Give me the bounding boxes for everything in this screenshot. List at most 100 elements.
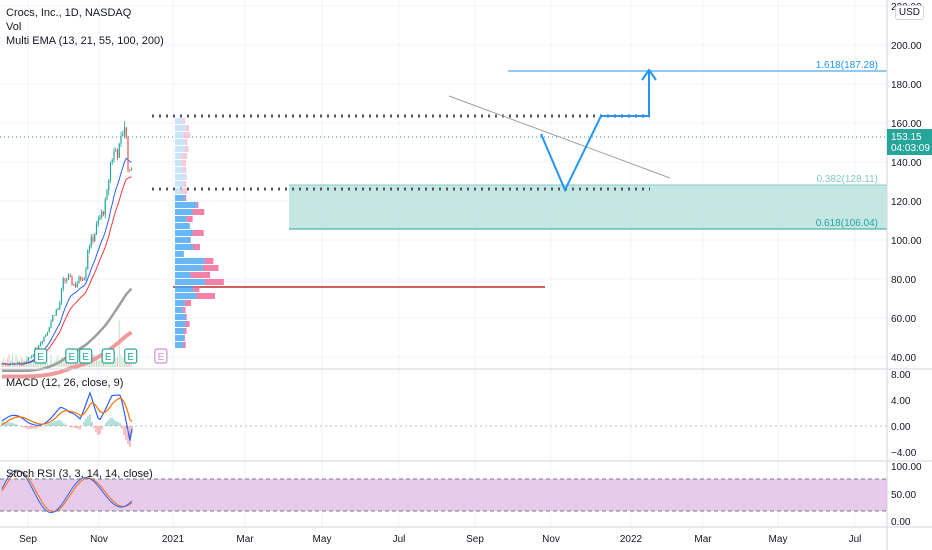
candle-body bbox=[1, 363, 3, 365]
volume-profile-bar bbox=[175, 167, 183, 173]
candle-body bbox=[18, 362, 21, 364]
candle-body bbox=[71, 276, 73, 285]
volume-profile-bar bbox=[175, 307, 183, 313]
ema-13-line bbox=[2, 157, 132, 365]
volume-profile-bar bbox=[185, 146, 189, 152]
symbol-title[interactable]: Crocs, Inc., 1D, NASDAQ bbox=[6, 7, 132, 19]
macd-histogram-bar bbox=[47, 423, 49, 426]
macd-histogram-bar bbox=[21, 426, 23, 427]
candle-body bbox=[8, 364, 10, 366]
volume-profile-bar bbox=[175, 244, 194, 250]
volume-profile-bar bbox=[184, 139, 188, 145]
volume-indicator-label[interactable]: Vol bbox=[6, 21, 22, 33]
volume-profile-bar bbox=[181, 153, 188, 159]
macd-histogram-bar bbox=[45, 424, 47, 426]
macd-histogram-bar bbox=[55, 420, 57, 426]
macd-histogram-bar bbox=[31, 426, 33, 429]
currency-button[interactable]: USD bbox=[894, 5, 924, 20]
candle-body bbox=[31, 355, 33, 358]
macd-histogram-bar bbox=[93, 426, 95, 429]
volume-bar bbox=[12, 354, 13, 367]
grid-lines bbox=[0, 0, 887, 527]
volume-profile-bar bbox=[175, 265, 203, 271]
candle-body bbox=[24, 362, 26, 364]
ema-indicator-label[interactable]: Multi EMA (13, 21, 55, 100, 200) bbox=[6, 35, 164, 47]
fib-0382-label: 0.382(128.11) bbox=[816, 174, 878, 185]
macd-histogram-bar bbox=[71, 426, 73, 428]
candle-body bbox=[85, 268, 87, 279]
candle-body bbox=[80, 277, 82, 280]
time-axis[interactable]: Sep Nov 2021 Mar May Jul Sep Nov 2022 Ma… bbox=[19, 534, 861, 545]
volume-profile-bar bbox=[196, 293, 215, 299]
volume-profile-bar bbox=[175, 118, 183, 124]
volume-bar bbox=[40, 363, 41, 367]
macd-histogram-bar bbox=[57, 420, 59, 426]
candle-body bbox=[118, 143, 120, 158]
volume-profile-bar bbox=[192, 209, 205, 215]
volume-profile-bar bbox=[185, 321, 190, 327]
countdown-value: 04:03:09 bbox=[891, 143, 930, 154]
macd-histogram-bar bbox=[11, 422, 13, 426]
candle-body bbox=[13, 363, 15, 365]
macd-tick: 4.00 bbox=[891, 396, 911, 407]
macd-histogram-bar bbox=[15, 424, 17, 426]
candle-body bbox=[78, 277, 80, 284]
stoch-rsi-indicator-label[interactable]: Stoch RSI (3, 3, 14, 14, close) bbox=[6, 468, 153, 480]
macd-histogram-bar bbox=[113, 419, 115, 426]
candle-body bbox=[81, 279, 84, 281]
candle-body bbox=[10, 363, 12, 365]
volume-bar bbox=[115, 357, 117, 367]
volume-profile-bar bbox=[175, 272, 191, 278]
macd-histogram-bar bbox=[29, 426, 31, 429]
time-tick: May bbox=[313, 534, 332, 545]
volume-profile-bar bbox=[175, 132, 184, 138]
candle-body bbox=[50, 321, 52, 328]
earnings-icon-label: E bbox=[127, 352, 134, 363]
volume-bar bbox=[113, 363, 115, 367]
macd-histogram-bar bbox=[89, 414, 91, 426]
volume-profile-bar bbox=[175, 230, 193, 236]
candle-body bbox=[4, 363, 7, 365]
macd-signal-line bbox=[1, 397, 133, 426]
macd-histogram-bar bbox=[119, 423, 121, 426]
volume-bar bbox=[99, 360, 101, 367]
earnings-icon bbox=[79, 348, 93, 364]
price-axis[interactable]: 220.00 200.00 180.00 160.00 140.00 120.0… bbox=[891, 2, 922, 364]
macd-histogram-bar bbox=[107, 420, 109, 426]
volume-profile-bar bbox=[175, 300, 185, 306]
candle-body bbox=[116, 149, 119, 158]
candle-body bbox=[69, 275, 71, 277]
volume-profile-bar bbox=[204, 258, 214, 264]
volume-profile-bar bbox=[192, 230, 204, 236]
candle-body bbox=[94, 233, 96, 242]
volume-bar bbox=[117, 357, 118, 367]
earnings-icon bbox=[124, 348, 138, 364]
macd-histogram-bar bbox=[79, 426, 81, 430]
earnings-icon-label: E bbox=[105, 352, 112, 363]
volume-bar bbox=[129, 363, 131, 367]
volume-profile-bar bbox=[175, 195, 185, 201]
candle-body bbox=[32, 354, 35, 356]
stoch-tick: 50.00 bbox=[891, 490, 916, 501]
volume-bar bbox=[106, 361, 108, 367]
candle-body bbox=[59, 303, 61, 309]
macd-histogram-bar bbox=[35, 426, 37, 429]
volume-bar bbox=[48, 363, 50, 367]
volume-bar bbox=[31, 361, 33, 367]
volume-profile bbox=[175, 118, 224, 348]
candle-body bbox=[43, 336, 45, 342]
candle-body bbox=[48, 327, 50, 332]
time-tick: Jul bbox=[393, 534, 406, 545]
candle-body bbox=[83, 278, 85, 280]
volume-profile-bar bbox=[183, 342, 186, 348]
macd-indicator-label[interactable]: MACD (12, 26, close, 9) bbox=[6, 377, 124, 389]
stoch-tick: 0.00 bbox=[891, 517, 911, 528]
candle-body bbox=[95, 224, 98, 234]
volume-bar bbox=[50, 354, 52, 367]
macd-histogram-bar bbox=[33, 426, 35, 429]
candle-body bbox=[67, 275, 70, 280]
macd-histogram-bar bbox=[125, 426, 127, 440]
candle-body bbox=[62, 278, 64, 289]
candle-body bbox=[88, 246, 91, 251]
